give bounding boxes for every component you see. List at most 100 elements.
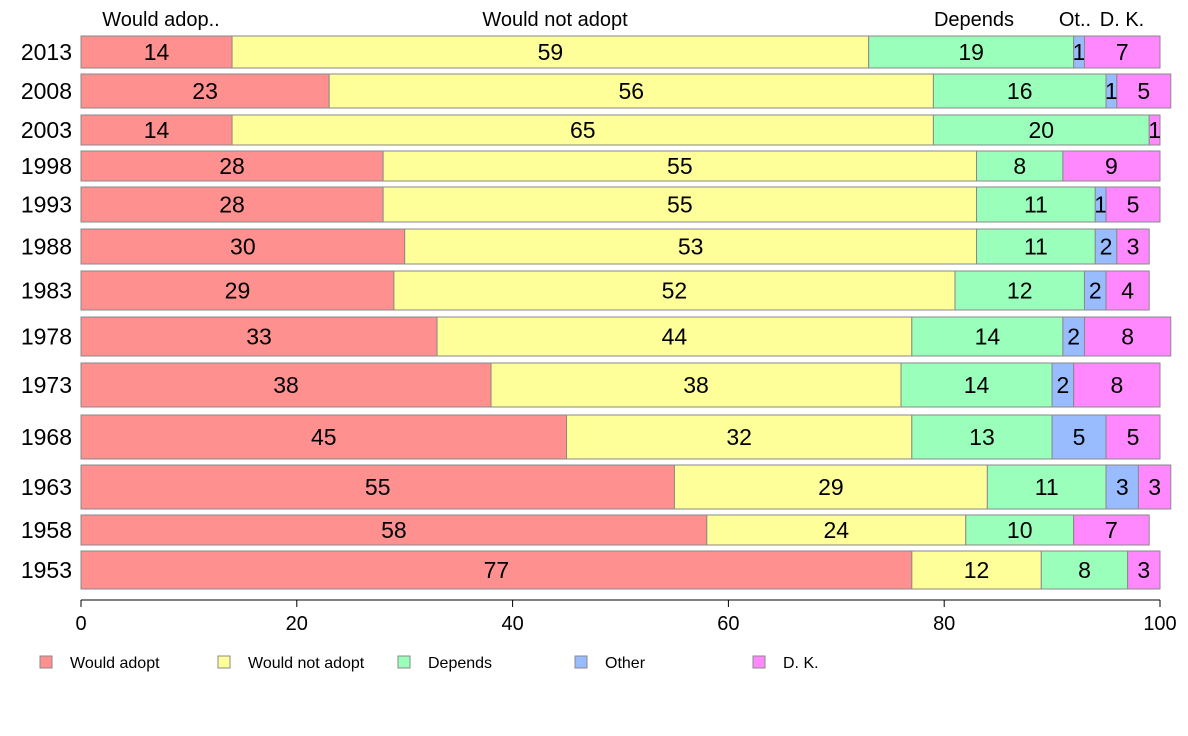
legend-swatch bbox=[397, 655, 411, 669]
bar-segment-would-not-adopt bbox=[328, 73, 934, 109]
bar-row-1963: 1963 55 29 11 3 3 bbox=[21, 464, 1172, 510]
x-tick-label: 20 bbox=[286, 613, 308, 635]
data-label-would-not-adopt: 59 bbox=[538, 39, 564, 65]
bar-segment-depends bbox=[976, 186, 1096, 223]
bar-segment-would-not-adopt bbox=[393, 270, 956, 311]
bar-segment-other bbox=[1105, 464, 1139, 510]
data-label-d-k: 7 bbox=[1105, 517, 1118, 543]
legend-label: Would adopt bbox=[70, 655, 160, 672]
bar-segment-other bbox=[1051, 414, 1107, 460]
data-label-d-k: 8 bbox=[1121, 324, 1134, 350]
bar-segment-would-adopt bbox=[80, 514, 708, 546]
bar-segment-d-k bbox=[1127, 550, 1161, 590]
data-label-d-k: 5 bbox=[1127, 192, 1140, 218]
legend-item-other: Other bbox=[574, 655, 646, 672]
bar-row-1993: 1993 28 55 11 1 5 bbox=[21, 186, 1161, 223]
bar-segment-would-not-adopt bbox=[673, 464, 988, 510]
data-label-depends: 19 bbox=[958, 39, 984, 65]
bar-segment-would-adopt bbox=[80, 550, 913, 590]
year-label: 1993 bbox=[21, 192, 72, 218]
bar-segment-would-adopt bbox=[80, 464, 675, 510]
bar-segment-depends bbox=[954, 270, 1085, 311]
data-label-d-k: 3 bbox=[1137, 557, 1150, 583]
data-label-other: 1 bbox=[1073, 39, 1086, 65]
bar-segment-would-not-adopt bbox=[706, 514, 967, 546]
data-label-would-not-adopt: 65 bbox=[570, 117, 596, 143]
column-header-4: Ot.. bbox=[1059, 9, 1091, 31]
data-label-would-not-adopt: 55 bbox=[667, 192, 693, 218]
data-label-d-k: 3 bbox=[1148, 474, 1161, 500]
data-label-would-adopt: 58 bbox=[381, 517, 407, 543]
data-label-depends: 10 bbox=[1007, 517, 1033, 543]
bar-segment-d-k bbox=[1105, 186, 1161, 223]
data-label-depends: 16 bbox=[1007, 78, 1033, 104]
x-tick-label: 60 bbox=[717, 613, 739, 635]
bar-segment-d-k bbox=[1116, 228, 1150, 265]
data-label-would-adopt: 14 bbox=[144, 39, 170, 65]
bar-segment-would-adopt bbox=[80, 316, 438, 357]
year-label: 1963 bbox=[21, 474, 72, 500]
year-label: 1953 bbox=[21, 557, 72, 583]
data-label-would-not-adopt: 56 bbox=[618, 78, 644, 104]
legend-item-would-not-adopt: Would not adopt bbox=[217, 655, 365, 672]
x-axis: 0 20 40 60 80 100 bbox=[75, 599, 1177, 635]
bar-segment-depends bbox=[976, 228, 1096, 265]
legend-label: Other bbox=[605, 655, 646, 672]
data-label-depends: 14 bbox=[964, 372, 990, 398]
bar-segment-would-adopt bbox=[80, 362, 492, 408]
data-label-d-k: 4 bbox=[1121, 278, 1134, 304]
data-label-other: 3 bbox=[1116, 474, 1129, 500]
x-tick-label: 0 bbox=[75, 613, 86, 635]
year-label: 1983 bbox=[21, 278, 72, 304]
bar-segment-would-adopt bbox=[80, 73, 330, 109]
bar-segment-depends bbox=[911, 316, 1064, 357]
data-label-other: 2 bbox=[1056, 372, 1069, 398]
bar-row-2003: 2003 14 65 20 1 bbox=[21, 114, 1161, 146]
bar-segment-depends bbox=[868, 35, 1075, 69]
data-label-other: 2 bbox=[1089, 278, 1102, 304]
bar-segment-would-not-adopt bbox=[404, 228, 978, 265]
bar-row-1973: 1973 38 38 14 2 8 bbox=[21, 362, 1161, 408]
legend-swatch bbox=[39, 655, 53, 669]
bar-segment-d-k bbox=[1105, 270, 1150, 311]
year-label: 1988 bbox=[21, 234, 72, 260]
legend-item-d-k: D. K. bbox=[752, 655, 819, 672]
bar-segment-would-not-adopt bbox=[490, 362, 902, 408]
data-label-would-not-adopt: 53 bbox=[678, 234, 704, 260]
bar-segment-would-adopt bbox=[80, 270, 395, 311]
column-header-1: Would adop.. bbox=[102, 9, 220, 31]
bar-row-1958: 1958 58 24 10 7 bbox=[21, 514, 1150, 546]
data-label-depends: 8 bbox=[1013, 153, 1026, 179]
bar-segment-would-adopt bbox=[80, 35, 233, 69]
data-label-would-adopt: 14 bbox=[144, 117, 170, 143]
bar-segment-depends bbox=[900, 362, 1053, 408]
year-label: 1973 bbox=[21, 372, 72, 398]
bar-segment-would-adopt bbox=[80, 114, 233, 146]
bar-row-2008: 2008 23 56 16 1 5 bbox=[21, 73, 1172, 109]
bar-row-1968: 1968 45 32 13 5 5 bbox=[21, 414, 1161, 460]
bar-segment-would-not-adopt bbox=[231, 35, 870, 69]
data-label-would-adopt: 45 bbox=[311, 424, 337, 450]
data-label-would-not-adopt: 32 bbox=[726, 424, 752, 450]
bar-segment-would-not-adopt bbox=[436, 316, 913, 357]
column-header-5: D. K. bbox=[1100, 9, 1144, 31]
data-label-other: 1 bbox=[1094, 192, 1107, 218]
bar-segment-d-k bbox=[1073, 514, 1150, 546]
data-label-would-not-adopt: 38 bbox=[683, 372, 709, 398]
data-label-would-adopt: 29 bbox=[225, 278, 251, 304]
data-label-other: 1 bbox=[1105, 78, 1118, 104]
data-label-would-adopt: 55 bbox=[365, 474, 391, 500]
data-label-d-k: 8 bbox=[1110, 372, 1123, 398]
column-headers: Would adop.. Would not adopt Depends Ot.. D.… bbox=[102, 9, 1144, 31]
data-label-depends: 20 bbox=[1029, 117, 1055, 143]
data-label-would-adopt: 23 bbox=[192, 78, 218, 104]
year-label: 1958 bbox=[21, 517, 72, 543]
bar-segment-d-k bbox=[1137, 464, 1172, 510]
bar-segment-depends bbox=[932, 73, 1107, 109]
data-label-depends: 14 bbox=[975, 324, 1001, 350]
bar-segment-depends bbox=[932, 114, 1150, 146]
legend-item-would-adopt: Would adopt bbox=[39, 655, 160, 672]
data-label-other: 2 bbox=[1100, 234, 1113, 260]
